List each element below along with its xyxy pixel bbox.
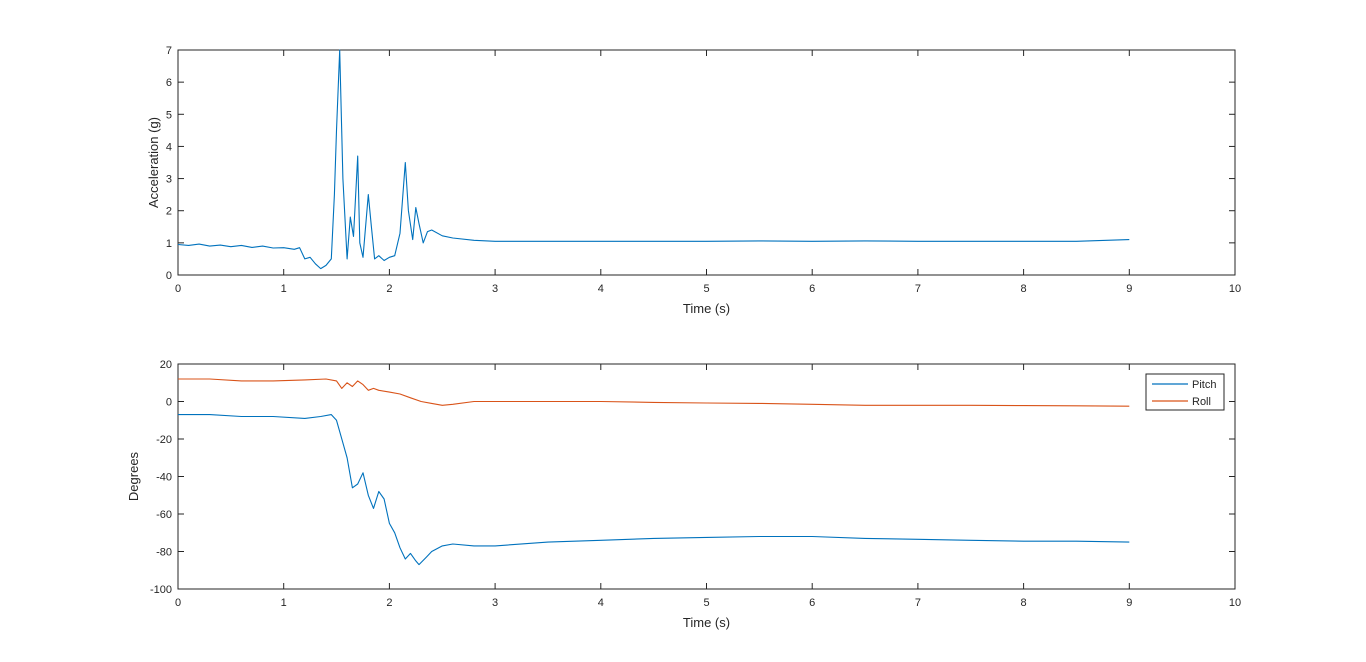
x-tick-label: 8 bbox=[1021, 283, 1027, 295]
x-tick-label: 2 bbox=[386, 597, 392, 609]
series-line-0 bbox=[177, 49, 1130, 270]
y-axis-label: Degrees bbox=[126, 451, 141, 501]
y-tick-label: 6 bbox=[166, 77, 172, 89]
x-tick-label: 3 bbox=[492, 597, 498, 609]
y-tick-label: 4 bbox=[166, 141, 172, 153]
y-tick-label: -80 bbox=[156, 547, 172, 559]
orientation-chart: 0 1 2 3 4 5 6 7 8 9 10 -100 -80 -60 -40 -20 0 20 Time (s) D… bbox=[126, 359, 1241, 630]
x-tick-label: 4 bbox=[598, 283, 604, 295]
y-tick-label: 7 bbox=[166, 45, 172, 57]
x-tick-label: 5 bbox=[703, 597, 709, 609]
x-tick-label: 7 bbox=[915, 283, 921, 295]
y-tick-label: 5 bbox=[166, 109, 172, 121]
y-tick-label: -100 bbox=[150, 584, 172, 596]
y-tick-label: 0 bbox=[166, 397, 172, 409]
x-tick-label: 1 bbox=[281, 597, 287, 609]
y-tick-label: -60 bbox=[156, 509, 172, 521]
x-tick-label: 0 bbox=[175, 597, 181, 609]
x-tick-label: 4 bbox=[598, 597, 604, 609]
legend: Pitch Roll bbox=[1145, 373, 1225, 411]
x-tick-label: 6 bbox=[809, 283, 815, 295]
y-tick-label: -20 bbox=[156, 434, 172, 446]
y-tick-label: 20 bbox=[160, 359, 172, 371]
y-tick-label: -40 bbox=[156, 472, 172, 484]
legend-label: Pitch bbox=[1192, 379, 1216, 391]
x-tick-label: 9 bbox=[1126, 597, 1132, 609]
x-tick-label: 6 bbox=[809, 597, 815, 609]
y-tick-label: 1 bbox=[166, 238, 172, 250]
x-tick-label: 10 bbox=[1229, 283, 1241, 295]
y-axis-label: Acceleration (g) bbox=[146, 117, 161, 208]
acceleration-chart: 0 1 2 3 4 5 6 7 8 9 10 0 1 2 3 4 5 6 7 Time (s) Acceleration… bbox=[146, 45, 1241, 316]
x-tick-label: 2 bbox=[386, 283, 392, 295]
x-tick-label: 0 bbox=[175, 283, 181, 295]
y-tick-label: 3 bbox=[166, 174, 172, 186]
x-tick-label: 3 bbox=[492, 283, 498, 295]
y-tick-label: 0 bbox=[166, 270, 172, 282]
y-tick-label: 2 bbox=[166, 206, 172, 218]
x-tick-label: 8 bbox=[1021, 597, 1027, 609]
x-axis-label: Time (s) bbox=[683, 615, 730, 630]
x-tick-label: 9 bbox=[1126, 283, 1132, 295]
x-tick-label: 5 bbox=[703, 283, 709, 295]
legend-box bbox=[1145, 373, 1225, 411]
series-line-roll bbox=[178, 378, 1130, 407]
series-line-pitch bbox=[178, 414, 1130, 566]
x-tick-label: 10 bbox=[1229, 597, 1241, 609]
axes-box bbox=[177, 49, 1236, 276]
x-axis-label: Time (s) bbox=[683, 301, 730, 316]
axes-box bbox=[177, 363, 1236, 590]
x-tick-label: 7 bbox=[915, 597, 921, 609]
legend-label: Roll bbox=[1192, 396, 1211, 408]
x-tick-label: 1 bbox=[281, 283, 287, 295]
